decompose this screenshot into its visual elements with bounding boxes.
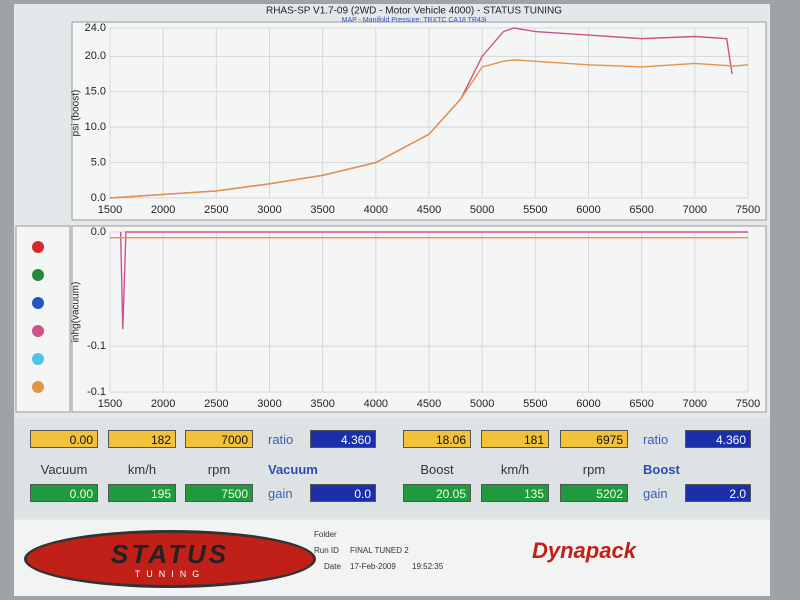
y-tick-label: 15.0	[85, 86, 106, 98]
chart-title: RHAS-SP V1.7-09 (2WD - Motor Vehicle 400…	[266, 6, 562, 17]
x-tick-label: 5000	[470, 204, 494, 216]
readout-value: 181	[481, 430, 549, 448]
ratio-label: ratio	[268, 432, 294, 447]
logo: STATUS TUNING	[24, 530, 316, 588]
readout-value: 5202	[560, 484, 628, 502]
y-tick-label: 0.0	[91, 226, 106, 238]
x-tick-label: 7500	[736, 204, 760, 216]
x-tick-label: 2000	[151, 398, 175, 410]
y-axis-label: psi (boost)	[71, 90, 82, 137]
y-tick-label: 24.0	[85, 22, 106, 34]
x-tick-label: 4500	[417, 398, 441, 410]
readout-value: 20.05	[403, 484, 471, 502]
chart: RHAS-SP V1.7-09 (2WD - Motor Vehicle 400…	[15, 6, 767, 413]
x-tick-label: 1500	[98, 204, 122, 216]
readout-label: rpm	[207, 462, 231, 477]
logo-text: STATUS	[110, 539, 230, 569]
gain-label: gain	[268, 486, 293, 501]
y-tick-label: -0.1	[87, 340, 106, 352]
readout-panel: 0.00 182 7000 Vacuum km/h rpm 0.00 195 7500 ratio…	[14, 418, 770, 518]
readout-value: 18.06	[403, 430, 471, 448]
time: 19:52:35	[412, 562, 444, 571]
x-tick-label: 7000	[683, 204, 707, 216]
x-tick-label: 5000	[470, 398, 494, 410]
legend-dot	[32, 297, 44, 309]
readout-label: km/h	[127, 462, 157, 477]
run-id: FINAL TUNED 2	[350, 546, 409, 555]
x-tick-label: 6500	[629, 204, 653, 216]
ratio-value: 4.360	[310, 430, 376, 448]
readout-value: 182	[108, 430, 176, 448]
run-label: Run ID	[314, 546, 339, 555]
readout-label: rpm	[582, 462, 606, 477]
x-tick-label: 5500	[523, 398, 547, 410]
readout-label: Vacuum	[40, 462, 88, 477]
footer: STATUS TUNING Folder Run ID FINAL TUNED …	[14, 520, 770, 596]
y-axis-label: inhg(vacuum)	[71, 282, 82, 343]
x-tick-label: 6000	[576, 204, 600, 216]
x-tick-label: 4000	[364, 204, 388, 216]
y-tick-label: 0.0	[91, 192, 106, 204]
readout-label: km/h	[500, 462, 530, 477]
date: 17-Feb-2009	[350, 562, 396, 571]
x-tick-label: 2000	[151, 204, 175, 216]
brand: Dynapack	[532, 538, 636, 563]
x-tick-label: 3500	[310, 398, 334, 410]
legend-dot	[32, 381, 44, 393]
ratio-value: 4.360	[685, 430, 751, 448]
folder-label: Folder	[314, 530, 337, 539]
legend-dot	[32, 269, 44, 281]
y-tick-label: -0.1	[87, 386, 106, 398]
x-tick-label: 3000	[257, 398, 281, 410]
series-line	[109, 59, 749, 199]
x-tick-label: 6000	[576, 398, 600, 410]
y-tick-label: 5.0	[91, 156, 106, 168]
readout-value: 195	[108, 484, 176, 502]
x-tick-label: 7000	[683, 398, 707, 410]
mode-label: Boost	[643, 462, 680, 477]
readout-value: 0.00	[30, 430, 98, 448]
legend-dot	[32, 241, 44, 253]
readout-value: 0.00	[30, 484, 98, 502]
x-tick-label: 1500	[98, 398, 122, 410]
x-tick-label: 2500	[204, 398, 228, 410]
x-tick-label: 5500	[523, 204, 547, 216]
x-tick-label: 7500	[736, 398, 760, 410]
x-tick-label: 2500	[204, 204, 228, 216]
readout-value: 7500	[185, 484, 253, 502]
plot-frame	[71, 21, 767, 221]
gain-value: 0.0	[310, 484, 376, 502]
sheet: RHAS-SP V1.7-09 (2WD - Motor Vehicle 400…	[14, 4, 770, 596]
readout-value: 7000	[185, 430, 253, 448]
mode-label: Vacuum	[268, 462, 318, 477]
x-tick-label: 3000	[257, 204, 281, 216]
y-tick-label: 10.0	[85, 121, 106, 133]
legend-dot	[32, 353, 44, 365]
ratio-label: ratio	[643, 432, 669, 447]
plot-frame	[71, 225, 767, 413]
legend-frame	[15, 225, 71, 413]
x-tick-label: 4000	[364, 398, 388, 410]
x-tick-label: 3500	[310, 204, 334, 216]
x-tick-label: 6500	[629, 398, 653, 410]
logo-subtext: TUNING	[134, 569, 206, 579]
series-line	[119, 231, 748, 330]
y-tick-label: 20.0	[85, 50, 106, 62]
gain-value: 2.0	[685, 484, 751, 502]
readout-label: Boost	[420, 462, 454, 477]
readout-value: 6975	[560, 430, 628, 448]
x-tick-label: 4500	[417, 204, 441, 216]
date-label: Date	[324, 562, 341, 571]
chart-subtitle: MAP - Manifold Pressure: TRXTC CA18 TR43…	[342, 17, 487, 24]
readout-value: 135	[481, 484, 549, 502]
gain-label: gain	[643, 486, 668, 501]
legend-dot	[32, 325, 44, 337]
